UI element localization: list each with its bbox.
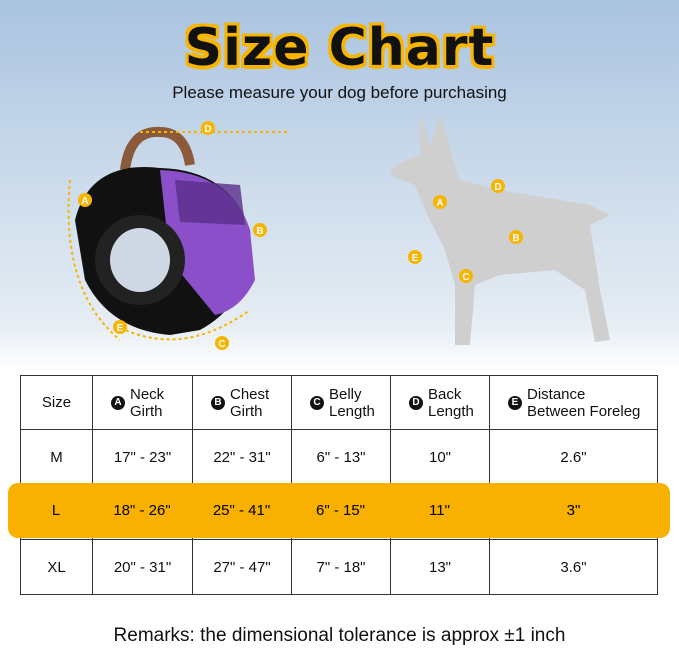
table-cell: 20" - 31"	[92, 539, 193, 595]
highlight-row-background	[8, 483, 670, 538]
badge-c-icon: C	[310, 395, 324, 410]
table-cell: 7" - 18"	[291, 539, 391, 595]
table-cell: 18" - 26"	[113, 502, 171, 519]
page-title: Size Chart	[184, 18, 495, 78]
size-cell: XL	[20, 539, 93, 595]
illustration: A B C D E A B C D E	[67, 115, 610, 350]
column-header: Distance Between Foreleg	[527, 385, 641, 420]
marker-c: C	[218, 339, 225, 350]
table-cell: 10"	[390, 429, 490, 485]
diagram-markers: A B C D E A B C D E	[78, 121, 523, 350]
size-cell: M	[20, 429, 93, 485]
column-header: Chest Girth	[230, 385, 270, 420]
marker-a: A	[81, 196, 88, 207]
table-row: M 17" - 23" 22" - 31" 6" - 13" 10" 2.6"	[20, 429, 658, 485]
badge-d-icon: D	[409, 395, 423, 410]
table-cell: 6" - 15"	[315, 502, 365, 519]
badge-e-icon: E	[508, 395, 522, 410]
marker-d: D	[204, 124, 211, 135]
remarks: Remarks: the dimensional tolerance is ap…	[0, 625, 679, 647]
table-cell: 25" - 41"	[212, 502, 271, 519]
column-header: Back Length	[428, 385, 474, 420]
subtitle: Please measure your dog before purchasin…	[172, 83, 507, 102]
table-cell: 22" - 31"	[192, 429, 292, 485]
table-cell: 17" - 23"	[92, 429, 193, 485]
size-cell: L	[51, 502, 61, 519]
table-cell: 3"	[566, 502, 581, 519]
table-cell: 27" - 47"	[192, 539, 292, 595]
table-row: XL 20" - 31" 27" - 47" 7" - 18" 13" 3.6"	[20, 539, 658, 595]
marker-e: E	[117, 323, 124, 334]
table-cell: 13"	[390, 539, 490, 595]
badge-a-icon: A	[111, 395, 125, 410]
dog-marker-b: B	[512, 233, 519, 244]
column-header: Belly Length	[329, 385, 375, 420]
size-header: Size	[20, 375, 93, 430]
dog-marker-e: E	[412, 253, 419, 264]
dog-marker-a: A	[436, 198, 443, 209]
column-header: Neck Girth	[130, 385, 165, 420]
table-header-row: Size A Neck Girth B Chest Girth C Belly Len…	[20, 375, 658, 430]
harness-image	[67, 126, 290, 341]
badge-b-icon: B	[211, 395, 225, 410]
table-cell: 11"	[429, 502, 450, 519]
table-cell: 3.6"	[489, 539, 658, 595]
table-cell: 6" - 13"	[291, 429, 391, 485]
remarks-label: Remarks:	[113, 625, 195, 646]
dog-silhouette	[390, 115, 610, 345]
marker-b: B	[256, 226, 263, 237]
remarks-text: the dimensional tolerance is approx ±1 i…	[194, 625, 566, 646]
table-cell: 2.6"	[489, 429, 658, 485]
dog-marker-d: D	[494, 182, 501, 193]
table-row-highlighted: L 18" - 26" 25" - 41" 6" - 15" 11" 3"	[20, 483, 658, 538]
dog-marker-c: C	[462, 272, 469, 283]
